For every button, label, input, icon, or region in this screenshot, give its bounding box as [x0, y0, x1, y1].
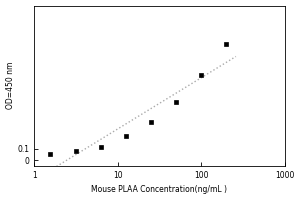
Y-axis label: OD=450 nm: OD=450 nm — [6, 62, 15, 109]
X-axis label: Mouse PLAA Concentration(ng/mL ): Mouse PLAA Concentration(ng/mL ) — [92, 185, 227, 194]
